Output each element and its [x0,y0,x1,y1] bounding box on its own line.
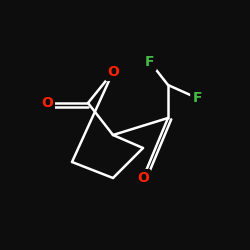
Text: O: O [41,96,53,110]
Text: O: O [107,65,119,79]
Text: O: O [137,171,149,185]
Text: F: F [192,91,202,105]
Text: F: F [145,55,155,69]
